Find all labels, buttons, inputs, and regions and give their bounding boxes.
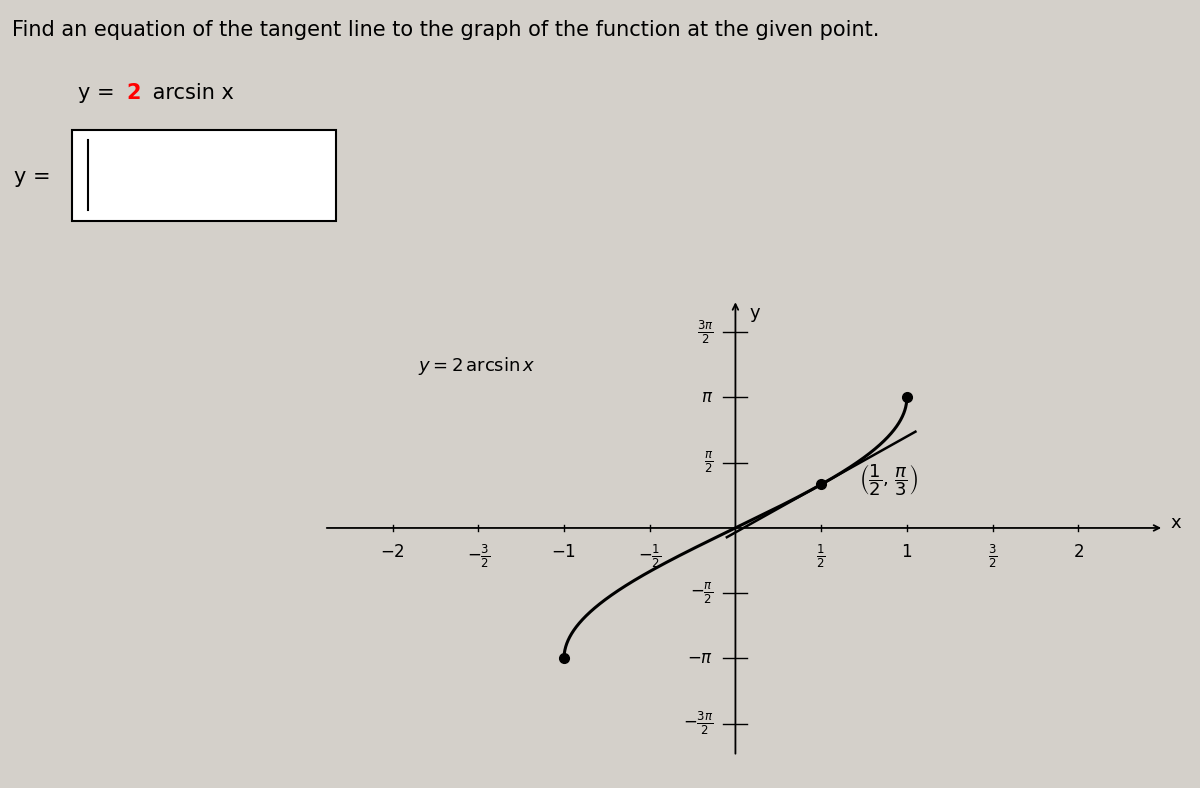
Text: $1$: $1$: [901, 542, 912, 560]
Text: $-\frac{1}{2}$: $-\frac{1}{2}$: [638, 542, 661, 570]
Text: Find an equation of the tangent line to the graph of the function at the given p: Find an equation of the tangent line to …: [12, 20, 880, 39]
Text: $-\frac{3\pi}{2}$: $-\frac{3\pi}{2}$: [683, 710, 713, 738]
Text: $y = 2\,\mathrm{arcsin}\,x$: $y = 2\,\mathrm{arcsin}\,x$: [419, 355, 535, 377]
Text: $2$: $2$: [1073, 542, 1084, 560]
Text: $\pi$: $\pi$: [701, 388, 713, 407]
Text: y =: y =: [78, 83, 121, 102]
Text: $-\pi$: $-\pi$: [686, 649, 713, 667]
Text: y: y: [749, 303, 760, 322]
Text: $\frac{\pi}{2}$: $\frac{\pi}{2}$: [703, 450, 713, 475]
FancyBboxPatch shape: [72, 130, 336, 221]
Text: y =: y =: [14, 167, 52, 188]
Text: $\frac{3\pi}{2}$: $\frac{3\pi}{2}$: [696, 318, 713, 346]
Text: x: x: [1171, 514, 1182, 532]
Text: $\frac{3}{2}$: $\frac{3}{2}$: [988, 542, 997, 570]
Text: 2: 2: [126, 83, 140, 102]
Text: $-\frac{\pi}{2}$: $-\frac{\pi}{2}$: [690, 581, 713, 606]
Text: $-2$: $-2$: [380, 542, 406, 560]
Text: $\left(\dfrac{1}{2},\,\dfrac{\pi}{3}\right)$: $\left(\dfrac{1}{2},\,\dfrac{\pi}{3}\rig…: [859, 463, 918, 498]
Text: $-\frac{3}{2}$: $-\frac{3}{2}$: [467, 542, 490, 570]
Text: $\frac{1}{2}$: $\frac{1}{2}$: [816, 542, 826, 570]
Text: $-1$: $-1$: [552, 542, 576, 560]
Text: arcsin x: arcsin x: [146, 83, 234, 102]
